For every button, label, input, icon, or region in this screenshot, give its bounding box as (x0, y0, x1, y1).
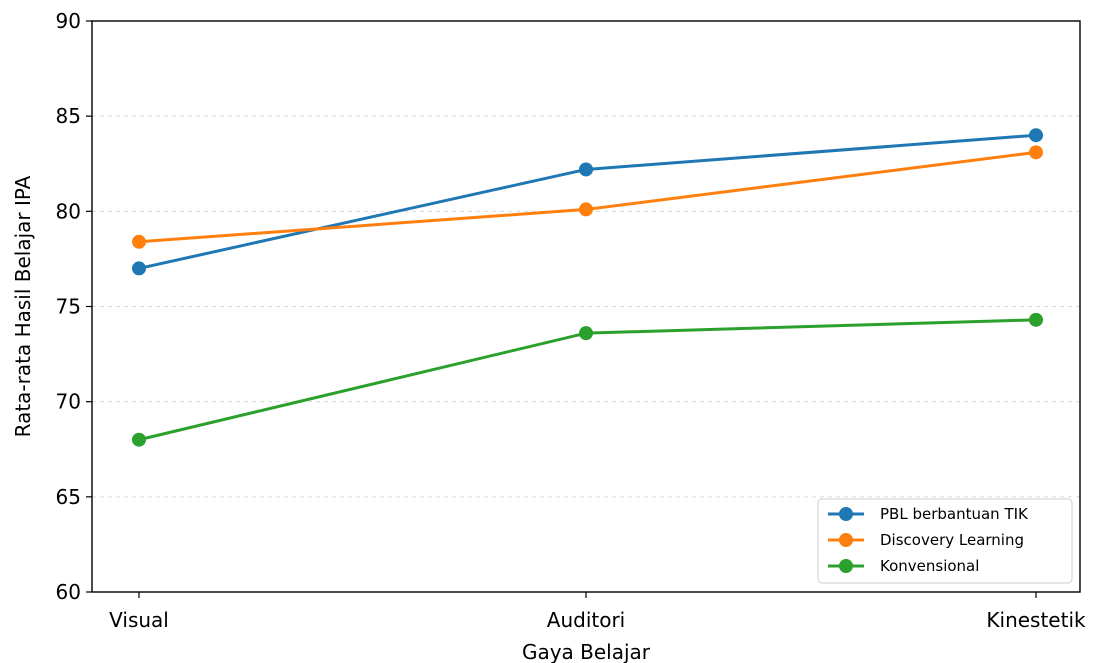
x-tick-label: Visual (109, 608, 169, 632)
y-tick-label: 60 (56, 580, 81, 604)
data-point (132, 432, 146, 447)
data-point (579, 326, 593, 341)
x-tick-label: Kinestetik (986, 608, 1086, 632)
x-axis-ticks: Visual Auditori Kinestetik (109, 592, 1086, 632)
legend-label: PBL berbantuan TIK (880, 505, 1029, 523)
series-line (138, 133, 1037, 270)
legend-marker (839, 559, 853, 573)
y-axis-ticks: 60 65 70 75 80 85 90 (56, 9, 92, 604)
data-point (132, 234, 146, 249)
y-tick-label: 70 (56, 390, 81, 414)
legend-marker (839, 533, 853, 547)
y-tick-label: 90 (56, 9, 81, 33)
data-point (579, 202, 593, 217)
y-tick-label: 65 (56, 485, 81, 509)
legend-label: Konvensional (880, 557, 979, 575)
data-point (132, 261, 146, 276)
legend-box (817, 498, 1073, 584)
x-axis-label: Gaya Belajar (522, 640, 651, 663)
data-point (1029, 128, 1043, 143)
legend-marker (839, 507, 853, 521)
y-axis-label: Rata-rata Hasil Belajar IPA (11, 175, 35, 437)
y-tick-label: 85 (56, 104, 81, 128)
series-layer (132, 128, 1043, 447)
legend: PBL berbantuan TIK Discovery Learning Konv… (817, 498, 1073, 584)
y-tick-label: 75 (56, 295, 81, 319)
y-tick-label: 80 (56, 199, 81, 223)
data-point (579, 162, 593, 177)
x-tick-label: Auditori (547, 608, 625, 632)
data-point (1029, 145, 1043, 160)
legend-label: Discovery Learning (880, 531, 1024, 549)
data-point (1029, 312, 1043, 327)
